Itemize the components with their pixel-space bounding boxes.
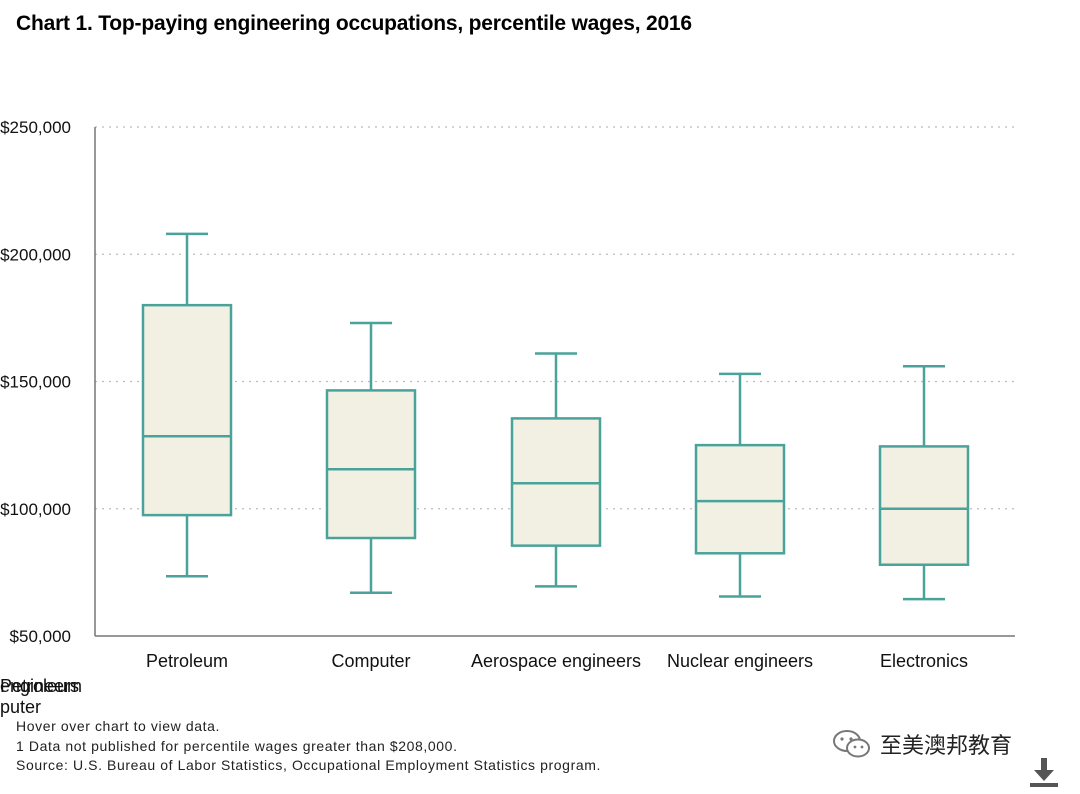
box-5[interactable] [878, 364, 970, 601]
overlap-label-2: Petroleum [0, 676, 83, 696]
download-icon[interactable] [1026, 754, 1062, 790]
y-tick-label: $50,000 [10, 627, 71, 646]
x-axis-ticks: Petroleum Computer Aerospace engineers Nucl… [146, 651, 968, 671]
brand-watermark: 至美澳邦教育 [832, 728, 1012, 760]
source-note: Source: U.S. Bureau of Labor Statistics,… [16, 757, 601, 773]
footnote-1: 1 Data not published for percentile wage… [16, 738, 458, 754]
y-axis-ticks: $50,000 $100,000 $150,000 $200,000 $250,000 [0, 118, 71, 646]
y-tick-label: $200,000 [0, 245, 71, 264]
chart-title: Chart 1. Top-paying engineering occupati… [16, 12, 692, 35]
y-tick-label: $100,000 [0, 500, 71, 519]
box-iqr [141, 303, 233, 517]
overlap-label-3: puter [0, 697, 42, 717]
y-tick-label: $150,000 [0, 373, 71, 392]
x-tick-label: Petroleum [146, 651, 228, 671]
x-tick-label: Nuclear engineers [667, 651, 813, 671]
box-4[interactable] [694, 372, 786, 598]
boxes[interactable] [141, 232, 970, 601]
box-1[interactable] [141, 232, 233, 578]
hover-note: Hover over chart to view data. [16, 718, 220, 734]
y-tick-label: $250,000 [0, 118, 71, 137]
box-iqr [510, 417, 602, 547]
overlap-label-1: engineers [0, 676, 80, 696]
box-iqr [878, 445, 970, 566]
axes [94, 127, 1015, 637]
x-tick-label: Computer [331, 651, 410, 671]
box-iqr [694, 443, 786, 555]
brand-text: 至美澳邦教育 [880, 734, 1013, 759]
box-iqr [325, 389, 417, 540]
box-2[interactable] [325, 321, 417, 594]
box-3[interactable] [510, 352, 602, 588]
wechat-icon [833, 730, 870, 758]
x-tick-label: Electronics [880, 651, 968, 671]
box-plot-chart[interactable]: $50,000$100,000$150,000$200,000$250,000 … [0, 0, 1080, 700]
x-tick-label: Aerospace engineers [471, 651, 641, 671]
